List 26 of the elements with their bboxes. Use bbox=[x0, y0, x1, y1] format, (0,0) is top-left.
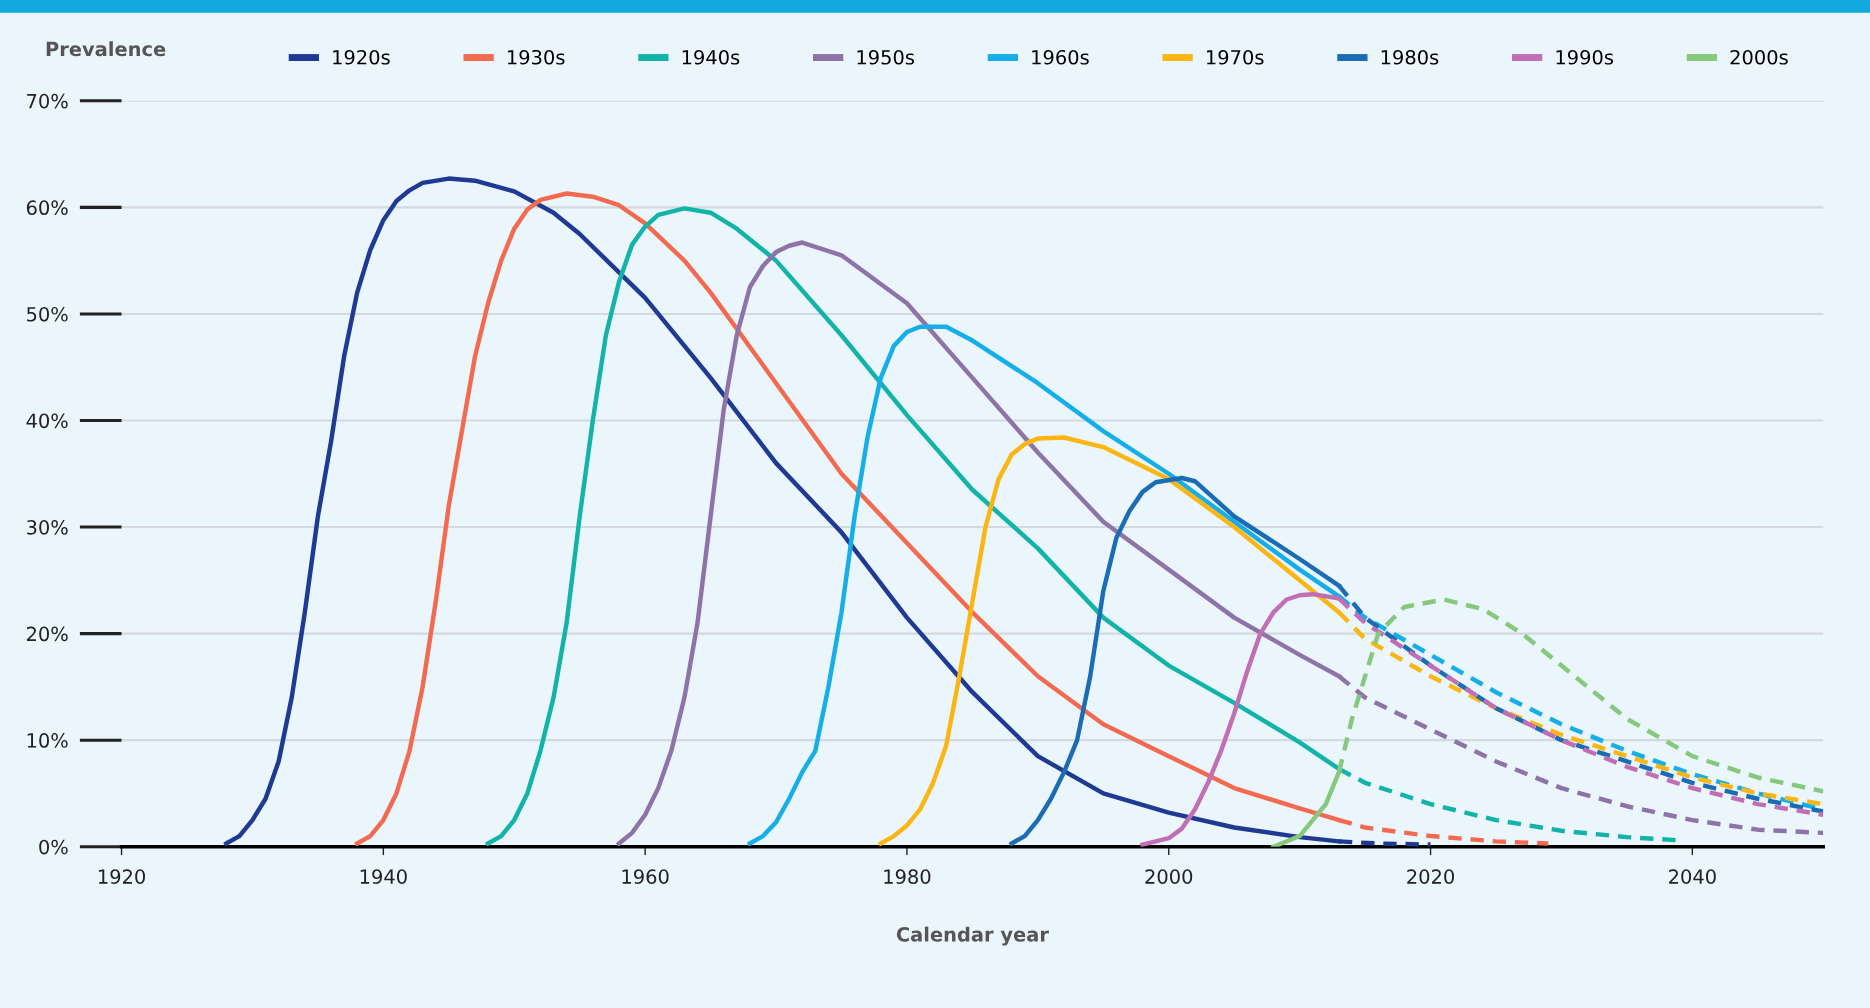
x-tick-label: 2040 bbox=[1669, 869, 1716, 884]
y-tick-label: 20% bbox=[26, 626, 68, 642]
legend-label: 1930s bbox=[507, 49, 565, 65]
legend-label: 1940s bbox=[682, 49, 740, 65]
legend-label: 1960s bbox=[1032, 49, 1089, 65]
y-tick-label: 40% bbox=[26, 413, 68, 429]
y-tick-label: 50% bbox=[27, 306, 68, 322]
legend-label: 2000s bbox=[1730, 49, 1788, 65]
y-tick-label: 60% bbox=[26, 200, 68, 216]
y-tick-label: 10% bbox=[27, 733, 68, 748]
y-tick-label: 70% bbox=[27, 93, 68, 109]
legend-label: 1970s bbox=[1206, 49, 1264, 65]
x-tick-label: 1980 bbox=[884, 869, 931, 884]
x-tick-label: 2000 bbox=[1145, 869, 1193, 884]
x-tick-label: 1940 bbox=[360, 869, 407, 884]
y-axis-title: Prevalence bbox=[46, 41, 166, 57]
x-tick-label: 1960 bbox=[622, 869, 669, 884]
y-tick-label: 30% bbox=[27, 520, 68, 535]
y-tick-label: 0% bbox=[39, 839, 68, 855]
x-axis-title: Calendar year bbox=[896, 926, 1049, 946]
x-tick-label: 2020 bbox=[1407, 869, 1454, 884]
legend-label: 1980s bbox=[1381, 49, 1439, 65]
legend-label: 1920s bbox=[333, 49, 390, 65]
legend-label: 1990s bbox=[1556, 49, 1614, 65]
x-tick-label: 1920 bbox=[98, 869, 145, 884]
legend-label: 1950s bbox=[857, 49, 915, 65]
